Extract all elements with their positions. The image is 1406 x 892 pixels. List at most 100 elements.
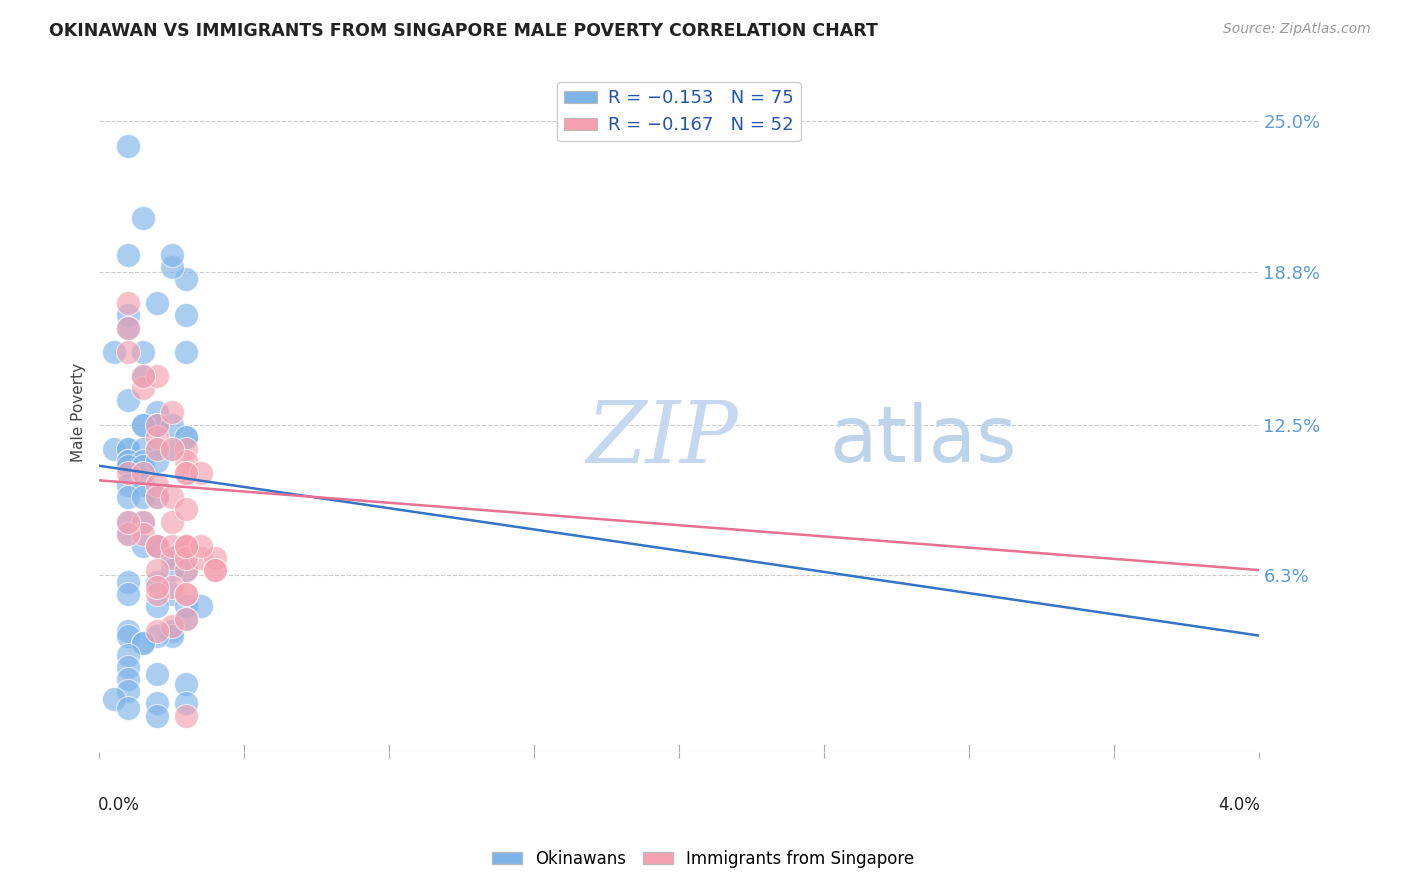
- Point: [176, 430, 198, 444]
- Point: [132, 466, 155, 480]
- Point: [190, 466, 212, 480]
- Point: [132, 417, 155, 432]
- Point: [160, 628, 183, 642]
- Point: [160, 442, 183, 456]
- Point: [117, 309, 139, 323]
- Point: [132, 211, 155, 226]
- Point: [117, 575, 139, 590]
- Point: [146, 296, 169, 310]
- Point: [117, 624, 139, 638]
- Point: [146, 442, 169, 456]
- Point: [132, 478, 155, 492]
- Point: [204, 550, 226, 565]
- Point: [132, 417, 155, 432]
- Point: [176, 344, 198, 359]
- Text: ZIP: ZIP: [586, 398, 738, 481]
- Point: [176, 599, 198, 614]
- Point: [132, 369, 155, 384]
- Point: [176, 430, 198, 444]
- Point: [146, 539, 169, 553]
- Point: [160, 587, 183, 601]
- Text: 4.0%: 4.0%: [1218, 796, 1260, 814]
- Text: OKINAWAN VS IMMIGRANTS FROM SINGAPORE MALE POVERTY CORRELATION CHART: OKINAWAN VS IMMIGRANTS FROM SINGAPORE MA…: [49, 22, 879, 40]
- Point: [117, 466, 139, 480]
- Point: [117, 458, 139, 473]
- Point: [160, 417, 183, 432]
- Point: [176, 309, 198, 323]
- Point: [146, 417, 169, 432]
- Point: [146, 667, 169, 681]
- Point: [146, 580, 169, 594]
- Point: [117, 248, 139, 262]
- Point: [117, 442, 139, 456]
- Point: [176, 539, 198, 553]
- Point: [204, 563, 226, 577]
- Point: [132, 344, 155, 359]
- Point: [117, 526, 139, 541]
- Point: [176, 708, 198, 723]
- Point: [160, 624, 183, 638]
- Point: [176, 563, 198, 577]
- Point: [132, 636, 155, 650]
- Point: [176, 550, 198, 565]
- Legend: Okinawans, Immigrants from Singapore: Okinawans, Immigrants from Singapore: [485, 844, 921, 875]
- Point: [190, 539, 212, 553]
- Point: [117, 515, 139, 529]
- Point: [176, 454, 198, 468]
- Point: [146, 417, 169, 432]
- Point: [176, 539, 198, 553]
- Point: [117, 320, 139, 334]
- Point: [190, 599, 212, 614]
- Point: [176, 587, 198, 601]
- Text: atlas: atlas: [830, 401, 1017, 477]
- Point: [117, 320, 139, 334]
- Point: [132, 369, 155, 384]
- Text: Source: ZipAtlas.com: Source: ZipAtlas.com: [1223, 22, 1371, 37]
- Point: [176, 466, 198, 480]
- Point: [176, 563, 198, 577]
- Point: [117, 587, 139, 601]
- Point: [146, 442, 169, 456]
- Point: [176, 611, 198, 625]
- Point: [117, 454, 139, 468]
- Point: [146, 708, 169, 723]
- Point: [117, 491, 139, 505]
- Point: [160, 405, 183, 419]
- Point: [146, 430, 169, 444]
- Point: [146, 587, 169, 601]
- Point: [132, 636, 155, 650]
- Point: [160, 563, 183, 577]
- Point: [160, 550, 183, 565]
- Point: [160, 539, 183, 553]
- Point: [160, 580, 183, 594]
- Point: [117, 515, 139, 529]
- Point: [160, 442, 183, 456]
- Point: [160, 550, 183, 565]
- Point: [146, 491, 169, 505]
- Point: [146, 697, 169, 711]
- Point: [176, 611, 198, 625]
- Point: [117, 296, 139, 310]
- Point: [117, 660, 139, 674]
- Y-axis label: Male Poverty: Male Poverty: [72, 363, 86, 462]
- Point: [132, 381, 155, 395]
- Point: [117, 684, 139, 698]
- Point: [176, 677, 198, 691]
- Point: [132, 526, 155, 541]
- Point: [146, 478, 169, 492]
- Point: [117, 648, 139, 662]
- Point: [117, 672, 139, 686]
- Point: [146, 624, 169, 638]
- Point: [117, 628, 139, 642]
- Point: [160, 248, 183, 262]
- Point: [176, 502, 198, 516]
- Text: 0.0%: 0.0%: [98, 796, 141, 814]
- Point: [103, 442, 125, 456]
- Point: [117, 393, 139, 408]
- Point: [117, 526, 139, 541]
- Point: [146, 599, 169, 614]
- Point: [146, 575, 169, 590]
- Point: [176, 539, 198, 553]
- Point: [146, 539, 169, 553]
- Point: [103, 344, 125, 359]
